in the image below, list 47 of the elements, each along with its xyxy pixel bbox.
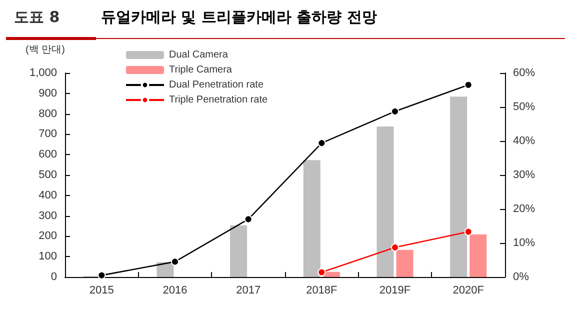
bar [376, 126, 394, 277]
y-tick-label: 200 [38, 230, 57, 242]
bar [396, 250, 414, 277]
point [464, 80, 472, 89]
point [171, 258, 179, 266]
y-tick-label: 600 [38, 148, 57, 161]
y-axis-title: (백 만대) [26, 44, 65, 56]
point [464, 228, 472, 236]
point [391, 107, 399, 116]
y-tick-label: 900 [38, 87, 57, 100]
bar [156, 262, 174, 277]
y-tick-label: 0 [50, 271, 57, 283]
x-tick-label: 2017 [236, 284, 261, 296]
y2-tick-label: 10% [513, 237, 536, 249]
y2-tick-label: 20% [513, 203, 536, 215]
point [98, 271, 106, 280]
y-tick-label: 700 [38, 128, 57, 140]
x-tick-label: 2020F [452, 284, 484, 296]
y-tick-label: 500 [38, 169, 57, 181]
legend-label: Triple Camera [169, 64, 232, 76]
point [391, 243, 399, 252]
y-tick-label: 800 [38, 108, 57, 120]
chart-subtitle: 듀얼카메라 및 트리플카메라 출하량 전망 [101, 8, 377, 27]
point [318, 268, 326, 276]
x-tick-label: 2016 [162, 284, 188, 296]
point [244, 215, 252, 224]
bar [470, 234, 487, 277]
y2-tick-label: 0% [513, 271, 530, 283]
x-tick-label: 2018F [306, 284, 338, 296]
chart-title: 도표 8 [14, 8, 60, 27]
legend-label: Triple Penetration rate [169, 94, 268, 106]
y2-tick-label: 40% [513, 135, 536, 147]
bar [303, 160, 320, 277]
x-tick-label: 2019F [379, 284, 411, 296]
y-tick-label: 400 [38, 189, 57, 202]
legend-label: Dual Penetration rate [169, 80, 264, 90]
x-tick-label: 2015 [89, 284, 114, 296]
legend-label: Dual Camera [169, 50, 228, 60]
y2-tick-label: 50% [513, 101, 536, 113]
y2-tick-label: 30% [513, 169, 536, 181]
y-tick-label: 300 [38, 210, 57, 222]
y2-tick-label: 60% [513, 67, 536, 79]
point [318, 139, 326, 148]
bar [230, 225, 248, 277]
bar [450, 96, 468, 277]
y-tick-label: 1,000 [29, 67, 57, 79]
y-tick-label: 100 [38, 250, 57, 263]
